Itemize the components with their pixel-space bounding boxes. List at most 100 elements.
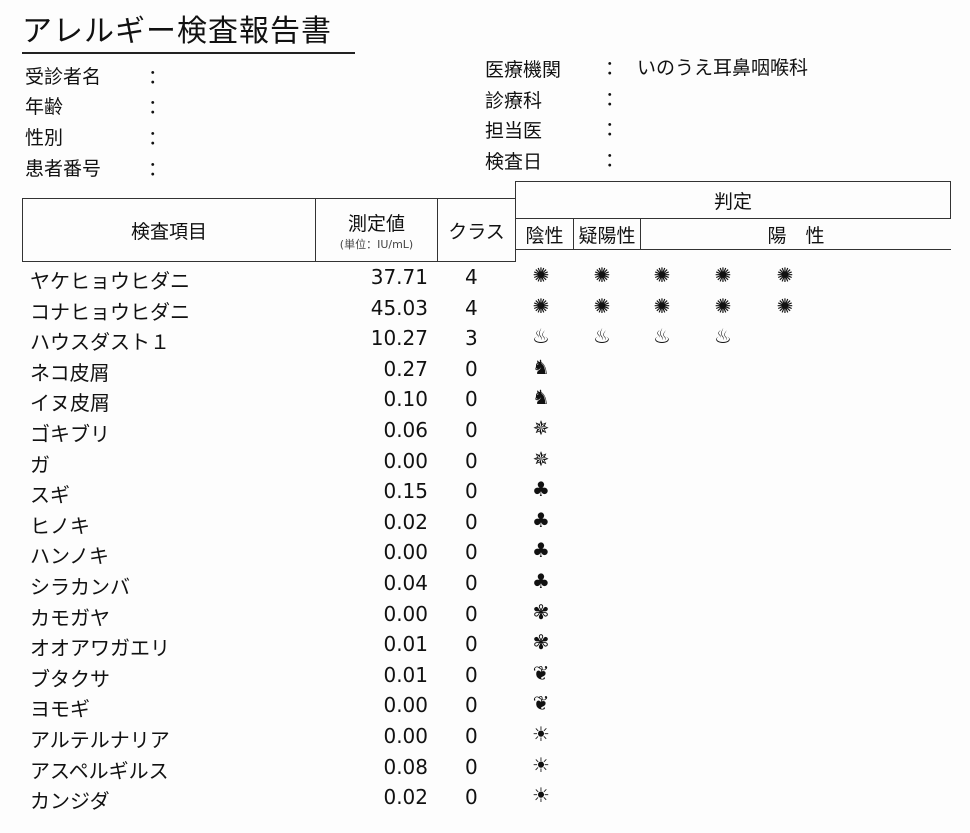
class-value: 0 (465, 571, 478, 595)
mite-icon: ✺ (593, 263, 611, 287)
measured-value: 0.01 (383, 662, 428, 687)
header-judgement-label: 判定 (713, 190, 752, 213)
insect-icon: ✵ (532, 446, 550, 471)
table-row: コナヒョウヒダニ 45.03 4 ✺ ✺ ✺ ✺ ✺ (0, 293, 970, 327)
measured-value: 0.08 (383, 754, 428, 779)
class-value: 0 (465, 448, 478, 473)
allergen-name: ハウスダスト１ (30, 330, 170, 355)
house-dust-icon: ♨ (653, 324, 671, 349)
allergen-name: ブタクサ (30, 666, 110, 691)
sex-label: 性別 (25, 127, 64, 149)
allergen-name: コナヒョウヒダニ (30, 299, 190, 324)
allergen-name: アルテルナリア (30, 728, 170, 752)
measured-value: 37.71 (370, 265, 428, 289)
measured-value: 0.00 (383, 540, 428, 565)
house-dust-icon: ♨ (714, 324, 732, 349)
colon: ： (605, 149, 625, 171)
class-value: 0 (465, 418, 478, 442)
class-value: 0 (465, 509, 478, 534)
table-row: カモガヤ 0.00 0 ✾ (0, 599, 970, 633)
class-value: 4 (465, 265, 478, 289)
measured-value: 0.02 (383, 509, 428, 534)
patient-name-label: 受診者名 (25, 66, 102, 88)
colon: ： (148, 127, 168, 149)
class-value: 0 (465, 540, 478, 565)
tree-icon: ♣ (532, 507, 550, 532)
measured-value: 10.27 (370, 326, 428, 351)
allergen-name: ネコ皮屑 (30, 360, 110, 385)
tree-icon: ♣ (532, 569, 550, 593)
allergen-name: ヒノキ (30, 513, 90, 538)
dog-icon: ♞ (532, 354, 550, 379)
allergen-name: スギ (30, 483, 70, 508)
measured-value: 0.15 (383, 479, 428, 504)
class-value: 0 (465, 601, 478, 626)
header-unit-label: (単位：IU/mL) (339, 237, 414, 251)
header-value-label: 測定値 (347, 212, 405, 235)
mite-icon: ✺ (653, 293, 671, 318)
allergen-name: オオアワガエリ (30, 636, 170, 661)
class-value: 0 (465, 479, 478, 504)
header-negative: 陰性 (515, 218, 574, 250)
allergen-name: イヌ皮屑 (30, 391, 110, 416)
department-label: 診療科 (485, 90, 543, 112)
mite-icon: ✺ (714, 263, 732, 287)
mite-icon: ✺ (653, 263, 671, 287)
class-value: 0 (465, 662, 478, 687)
measured-value: 0.00 (383, 601, 428, 626)
table-row: ハウスダスト１ 10.27 3 ♨ ♨ ♨ ♨ (0, 324, 970, 357)
class-value: 0 (465, 785, 478, 810)
table-row: アスペルギルス 0.08 0 ☀ (0, 752, 970, 786)
grass-icon: ✾ (532, 599, 550, 624)
measured-value: 0.00 (383, 724, 428, 748)
measured-value: 0.10 (383, 387, 428, 412)
colon: ： (605, 118, 625, 140)
class-value: 0 (465, 724, 478, 748)
table-row: ゴキブリ 0.06 0 ✵ (0, 416, 970, 449)
table-row: ネコ皮屑 0.27 0 ♞ (0, 354, 970, 388)
measured-value: 0.02 (383, 785, 428, 810)
measured-value: 0.27 (383, 356, 428, 381)
exam-date-label: 検査日 (485, 151, 543, 173)
header-item-label: 検査項目 (130, 220, 207, 243)
header-value: 測定値 (単位：IU/mL) (315, 198, 438, 262)
class-value: 0 (465, 632, 478, 657)
allergen-name: ヤケヒョウヒダニ (30, 269, 190, 293)
measured-value: 0.00 (383, 448, 428, 473)
colon: ： (148, 96, 168, 118)
grass-icon: ✾ (532, 630, 550, 655)
house-dust-icon: ♨ (593, 324, 611, 349)
mold-germ-icon: ☀ (532, 752, 550, 777)
table-row: シラカンバ 0.04 0 ♣ (0, 569, 970, 602)
allergen-name: ガ (30, 452, 50, 477)
table-row: イヌ皮屑 0.10 0 ♞ (0, 385, 970, 418)
tree-icon: ♣ (532, 538, 550, 563)
class-value: 0 (465, 356, 478, 381)
colon: ： (605, 57, 625, 79)
measured-value: 0.04 (383, 571, 428, 595)
table-row: ハンノキ 0.00 0 ♣ (0, 538, 970, 571)
house-dust-icon: ♨ (532, 324, 550, 349)
weed-leaf-icon: ❦ (532, 660, 550, 685)
mite-icon: ✺ (776, 263, 794, 287)
table-row: ガ 0.00 0 ✵ (0, 446, 970, 480)
table-row: ヒノキ 0.02 0 ♣ (0, 507, 970, 541)
table-row: オオアワガエリ 0.01 0 ✾ (0, 630, 970, 663)
header-borderline: 疑陽性 (573, 218, 641, 250)
mite-icon: ✺ (532, 263, 550, 287)
header-class: クラス (437, 198, 516, 262)
header-negative-label: 陰性 (525, 224, 564, 247)
dog-icon: ♞ (532, 385, 550, 410)
allergen-name: ゴキブリ (30, 422, 110, 446)
allergen-name: ハンノキ (30, 544, 109, 569)
institution-value: いのうえ耳鼻咽喉科 (637, 57, 809, 79)
header-borderline-label: 疑陽性 (578, 224, 636, 247)
class-value: 0 (465, 754, 478, 779)
colon: ： (148, 158, 168, 180)
header-judgement: 判定 (515, 181, 951, 219)
table-row: スギ 0.15 0 ♣ (0, 477, 970, 510)
table-row: ブタクサ 0.01 0 ❦ (0, 660, 970, 694)
table-row: アルテルナリア 0.00 0 ☀ (0, 722, 970, 755)
measured-value: 0.00 (383, 693, 428, 718)
class-value: 0 (465, 693, 478, 718)
